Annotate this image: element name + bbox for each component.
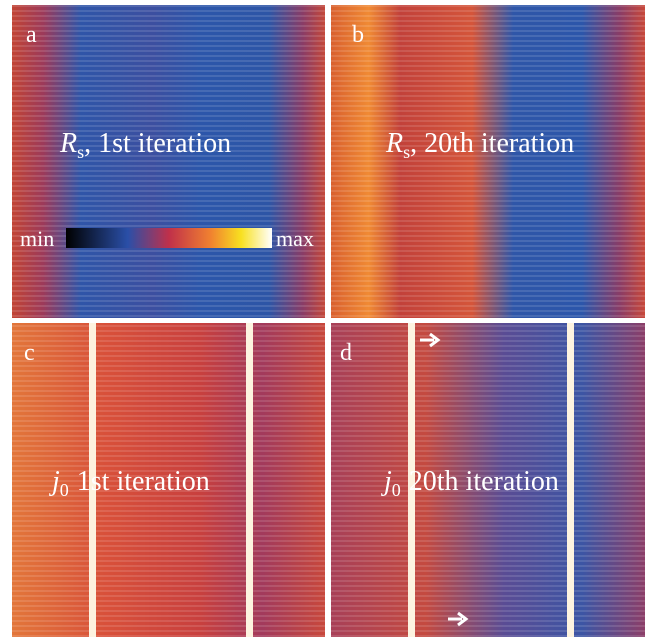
caption: 1st iteration [77,466,210,497]
symbol: R [59,128,77,159]
arrow [420,332,441,348]
subscript: 0 [392,480,401,500]
panel-caption: j0 20th iteration [381,466,559,500]
panel-caption: Rs, 1st iteration [59,128,231,162]
panel-label: a [26,22,37,48]
symbol: R [385,128,403,159]
panel-c: c j0 1st iteration [12,323,325,637]
texture [331,5,645,318]
subscript: 0 [60,480,69,500]
colorbar [66,228,272,248]
busbar [567,323,574,637]
symbol: j [49,466,60,497]
texture [12,323,325,637]
colorbar-min: min [20,226,54,251]
panel-label: c [24,340,35,366]
caption: 20th iteration [409,466,559,497]
panel-a: a Rs, 1st iteration min max [12,5,325,318]
arrow [448,611,469,627]
caption: , 20th iteration [410,128,574,159]
panel-label: b [352,22,364,48]
subscript: s [77,142,84,162]
texture [12,5,325,318]
caption: , 1st iteration [84,128,231,159]
subscript: s [403,142,410,162]
panel-label: d [340,340,352,366]
panel-caption: Rs, 20th iteration [385,128,574,162]
busbar [408,323,415,637]
busbar [246,323,253,637]
panel-d: d j0 20th iteration [331,323,645,637]
texture [331,323,645,637]
panel-b: b Rs, 20th iteration [331,5,645,318]
panel-caption: j0 1st iteration [49,466,210,500]
symbol: j [381,466,392,497]
busbar [89,323,96,637]
colorbar-max: max [276,226,314,251]
